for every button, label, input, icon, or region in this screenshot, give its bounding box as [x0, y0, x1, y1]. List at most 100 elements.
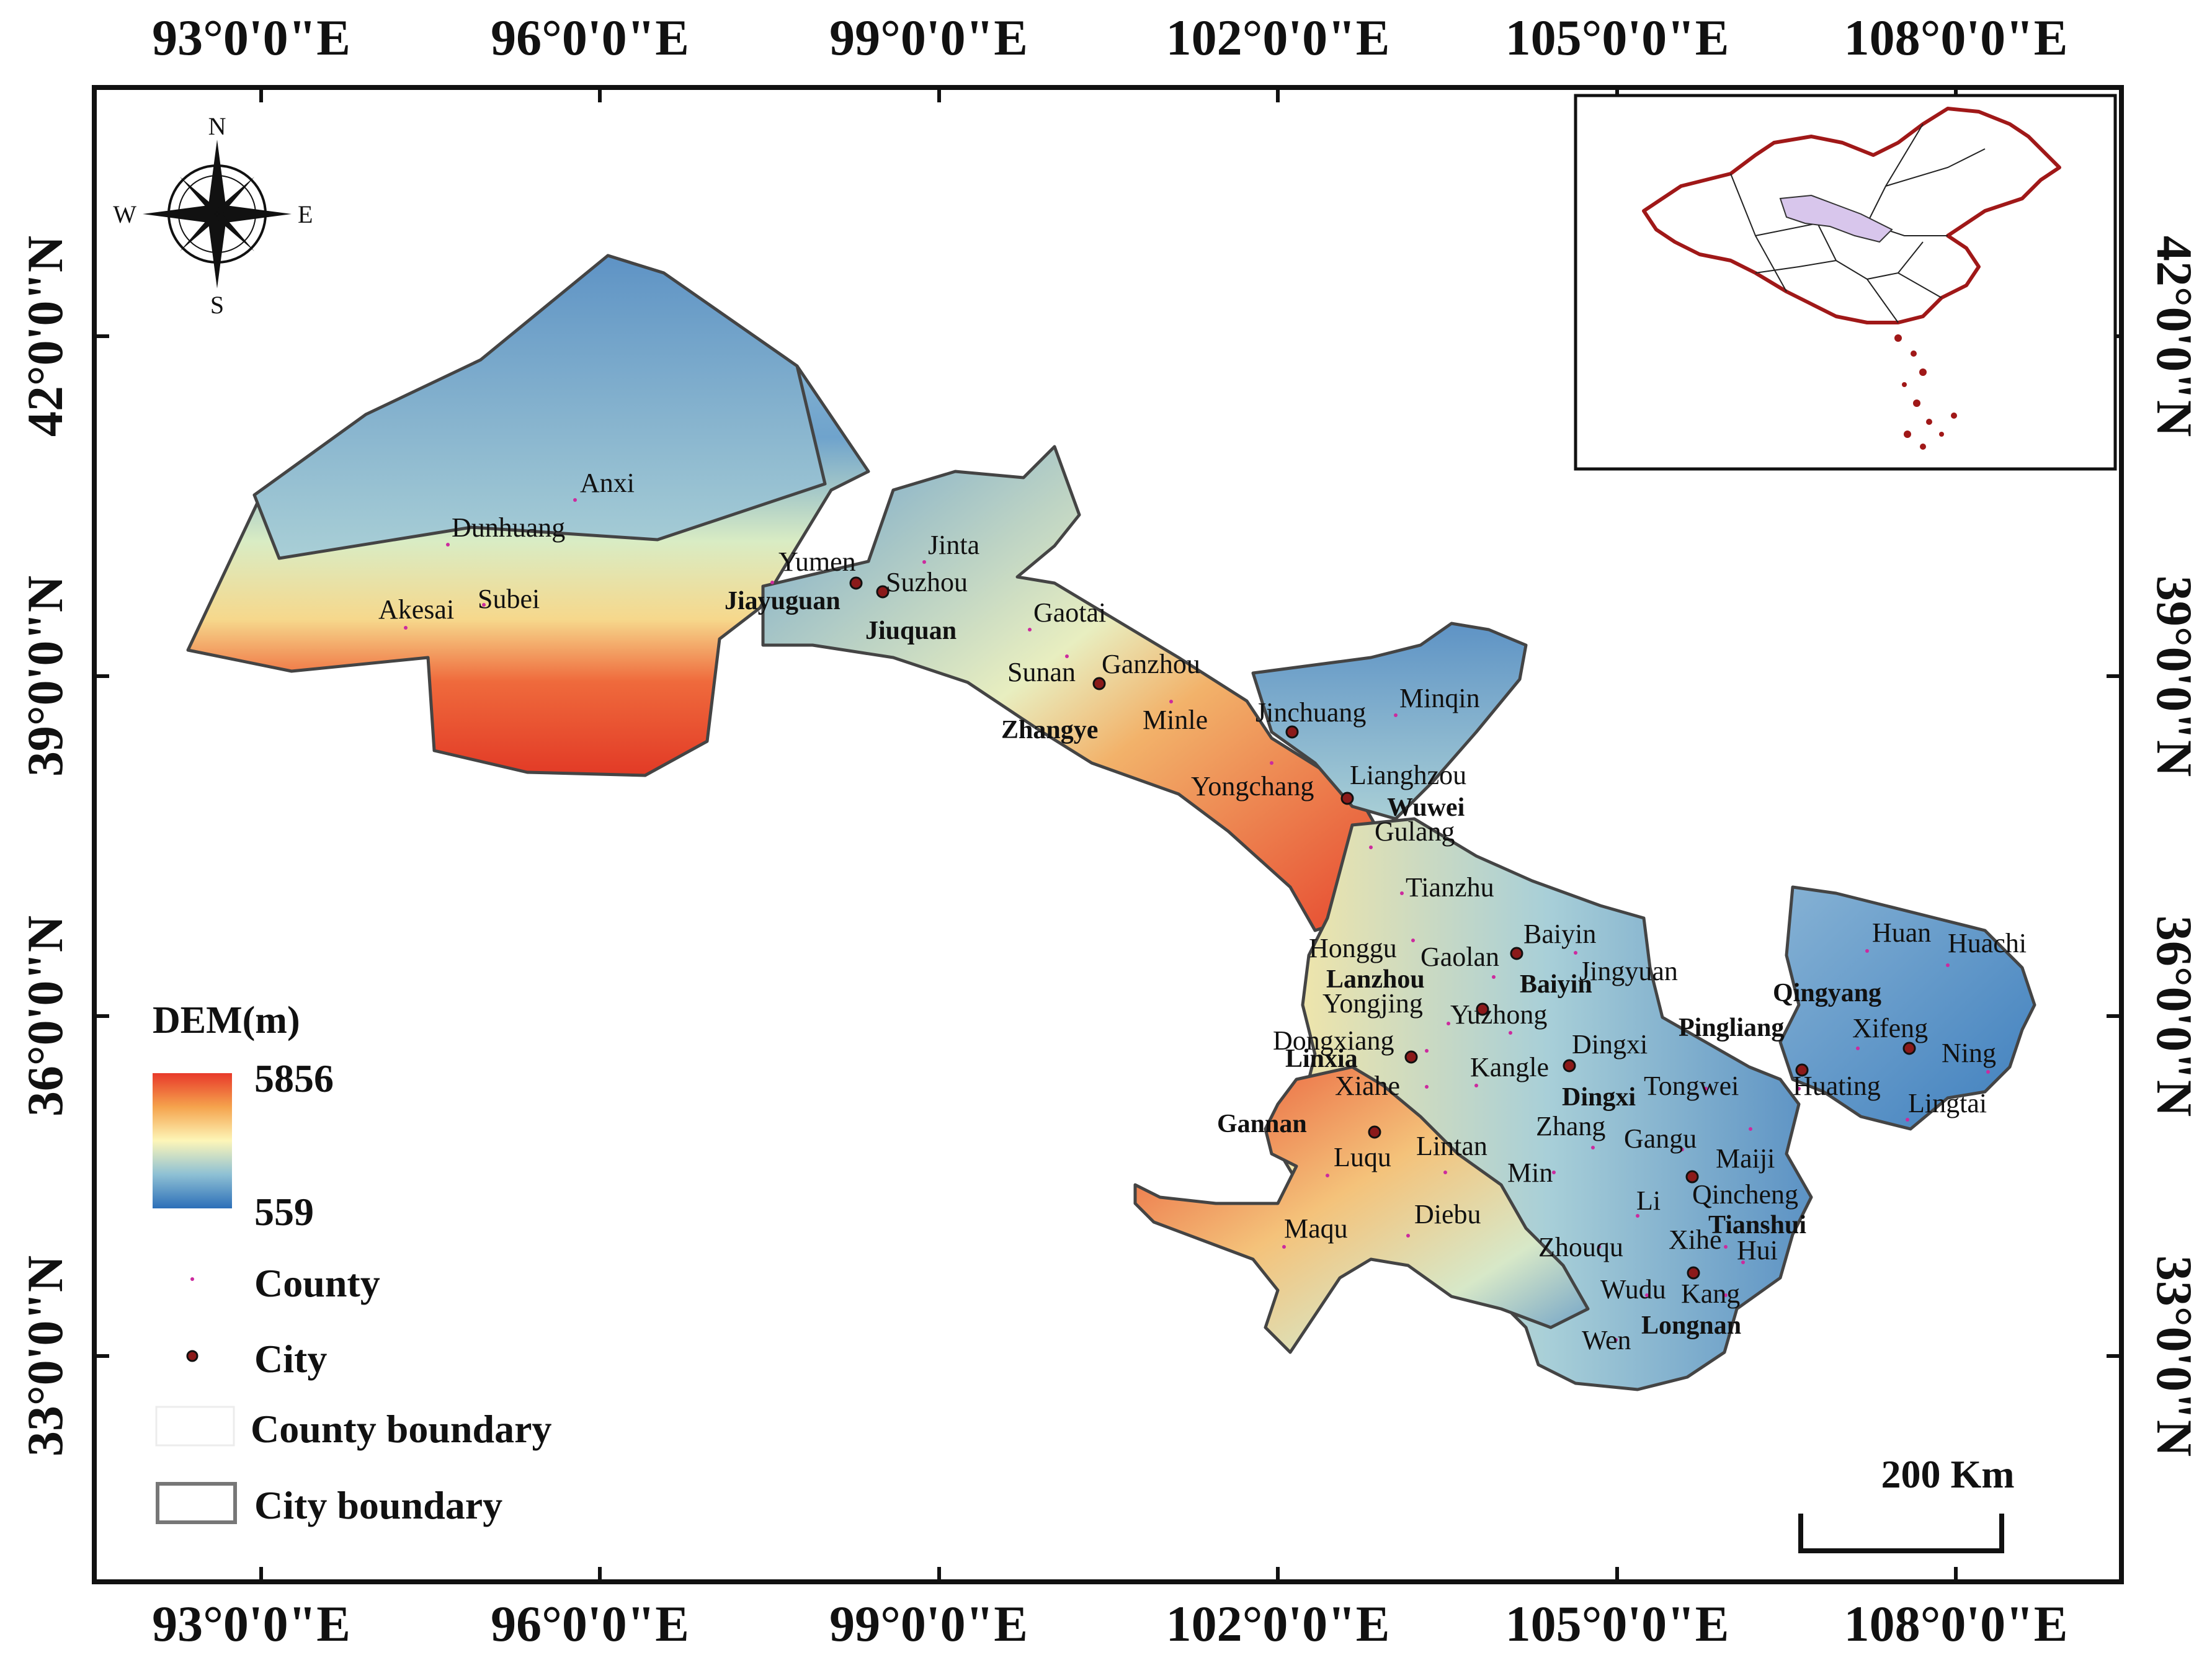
- city-labels: Jiayuguan Jiuquan Zhangye Wuwei Lanzhou …: [725, 576, 1916, 1340]
- lon-label-bottom-96: 96°0'0"E: [491, 1595, 689, 1652]
- lon-label-bottom-102: 102°0'0"E: [1166, 1595, 1390, 1652]
- compass-label-east: E: [298, 200, 313, 228]
- county-label-maiji: Maiji: [1716, 1143, 1775, 1174]
- county-label-xifeng: Xifeng: [1852, 1013, 1928, 1043]
- gansu-highlight: [1779, 194, 1893, 243]
- legend-county-symbol: [190, 1277, 194, 1281]
- city-dot-qingyang: [1902, 1042, 1916, 1055]
- city-label-zhangye: Zhangye: [1001, 716, 1098, 744]
- legend-county-boundary-symbol: [155, 1406, 235, 1447]
- city-label-wuwei: Wuwei: [1387, 793, 1465, 822]
- county-label-luqu: Luqu: [1334, 1142, 1391, 1172]
- county-label-lingtai: Lingtai: [1908, 1088, 1987, 1118]
- compass-rose: N S E W: [113, 112, 313, 319]
- legend-city-boundary-symbol: [156, 1482, 237, 1524]
- county-label-suzhou: Suzhou: [886, 567, 968, 597]
- map-frame: [92, 85, 2124, 1584]
- county-label-dongxiang: Dongxiang: [1273, 1025, 1394, 1056]
- county-label-minle: Minle: [1143, 705, 1208, 735]
- lon-label-bottom-93: 93°0'0"E: [152, 1595, 350, 1652]
- county-label-jinchuang: Jinchuang: [1255, 697, 1366, 728]
- county-label-wudu: Wudu: [1600, 1274, 1666, 1305]
- county-label-subei: Subei: [478, 584, 540, 614]
- lat-label-right-42: 42°0'0"N: [2146, 236, 2203, 437]
- gansu-province: [186, 254, 2036, 1391]
- compass-label-west: W: [113, 200, 136, 228]
- scale-bar-label: 200 Km: [1881, 1452, 2014, 1496]
- city-dot-wuwei: [1340, 792, 1354, 805]
- city-label-longnan: Longnan: [1641, 1311, 1741, 1340]
- compass-west-arrow: [143, 205, 217, 223]
- city-label-pingliang: Pingliang: [1679, 1014, 1784, 1042]
- legend: DEM(m) 5856 559 County City County bound…: [153, 999, 552, 1527]
- county-label-akesai: Akesai: [378, 594, 454, 625]
- county-label-honggu: Honggu: [1309, 933, 1397, 963]
- legend-title: DEM(m): [153, 999, 300, 1042]
- county-label-sunan: Sunan: [1007, 657, 1076, 687]
- county-label-zhouqu: Zhouqu: [1538, 1232, 1623, 1262]
- lat-label-right-36: 36°0'0"N: [2146, 916, 2203, 1117]
- region-minqin: [1251, 622, 1528, 821]
- city-dot-gannan: [1368, 1125, 1381, 1139]
- county-label-maqu: Maqu: [1284, 1213, 1348, 1244]
- county-label-hui: Hui: [1737, 1235, 1778, 1265]
- city-dot-tianshui: [1685, 1170, 1699, 1184]
- city-label-jiuquan: Jiuquan: [865, 617, 957, 645]
- city-label-tianshui: Tianshui: [1708, 1211, 1806, 1239]
- legend-max-value: 5856: [254, 1056, 334, 1100]
- city-dot-yuzhong: [1476, 1002, 1489, 1016]
- county-label-jinta: Jinta: [928, 530, 979, 560]
- county-label-gaolan: Gaolan: [1420, 942, 1499, 972]
- china-inset-map: [1574, 94, 2117, 471]
- lon-label-bottom-99: 99°0'0"E: [829, 1595, 1028, 1652]
- county-label-minqin: Minqin: [1399, 683, 1480, 713]
- county-label-huachi: Huachi: [1948, 928, 2027, 958]
- legend-county-label: County: [254, 1261, 380, 1305]
- city-dot-longnan: [1687, 1266, 1700, 1280]
- lon-label-top-108: 108°0'0"E: [1844, 9, 2068, 66]
- city-label-qingyang: Qingyang: [1773, 979, 1881, 1007]
- county-label-wen: Wen: [1582, 1325, 1631, 1355]
- county-label-min: Min: [1507, 1158, 1553, 1188]
- city-dot-jiayuguan: [849, 576, 863, 590]
- county-label-huating: Huating: [1793, 1071, 1881, 1101]
- county-label-kangle: Kangle: [1470, 1052, 1549, 1082]
- county-label-baiyin: Baiyin: [1523, 919, 1596, 949]
- city-dot-pingliang: [1795, 1063, 1809, 1077]
- county-label-xihe: Xihe: [1669, 1225, 1722, 1255]
- legend-city-symbol: [186, 1350, 198, 1362]
- county-label-gaotai: Gaotai: [1033, 597, 1106, 628]
- lon-label-bottom-108: 108°0'0"E: [1844, 1595, 2068, 1652]
- county-label-tianzhu: Tianzhu: [1406, 872, 1494, 903]
- lat-label-left-36: 36°0'0"N: [17, 916, 73, 1117]
- city-label-baiyin: Baiyin: [1520, 970, 1592, 999]
- lon-label-top-96: 96°0'0"E: [491, 9, 689, 66]
- city-dot-zhangye: [1092, 677, 1106, 690]
- lat-label-left-39: 39°0'0"N: [17, 576, 73, 777]
- legend-city-label: City: [254, 1337, 327, 1381]
- county-label-yongjing: Yongjing: [1322, 988, 1423, 1019]
- lat-label-right-33: 33°0'0"N: [2146, 1256, 2203, 1457]
- county-label-qincheng: Qincheng: [1692, 1179, 1798, 1210]
- legend-min-value: 559: [254, 1190, 314, 1234]
- compass-east-arrow: [217, 205, 292, 223]
- compass-label-north: N: [208, 112, 226, 140]
- city-label-linxia: Linxia: [1285, 1045, 1358, 1073]
- lon-label-top-99: 99°0'0"E: [829, 9, 1028, 66]
- county-label-dingxi: Dingxi: [1572, 1029, 1648, 1060]
- region-qingyang: [1778, 885, 2036, 1131]
- compass-label-south: S: [210, 291, 224, 319]
- county-label-lianghzou: Lianghzou: [1350, 760, 1466, 790]
- county-label-jingyuan: Jingyuan: [1579, 956, 1678, 986]
- county-label-yuzhong: Yuzhong: [1450, 999, 1547, 1030]
- county-label-zhang: Zhang: [1536, 1111, 1605, 1141]
- region-gannan: [1133, 1065, 1590, 1354]
- county-label-ganzhou: Ganzhou: [1102, 649, 1200, 679]
- legend-gradient-bar: [153, 1073, 232, 1208]
- county-label-dunhuang: Dunhuang: [452, 512, 565, 543]
- county-label-li: Li: [1636, 1185, 1661, 1216]
- city-label-dingxi: Dingxi: [1562, 1083, 1636, 1112]
- lat-label-left-33: 33°0'0"N: [17, 1256, 73, 1457]
- county-label-huan: Huan: [1872, 917, 1931, 948]
